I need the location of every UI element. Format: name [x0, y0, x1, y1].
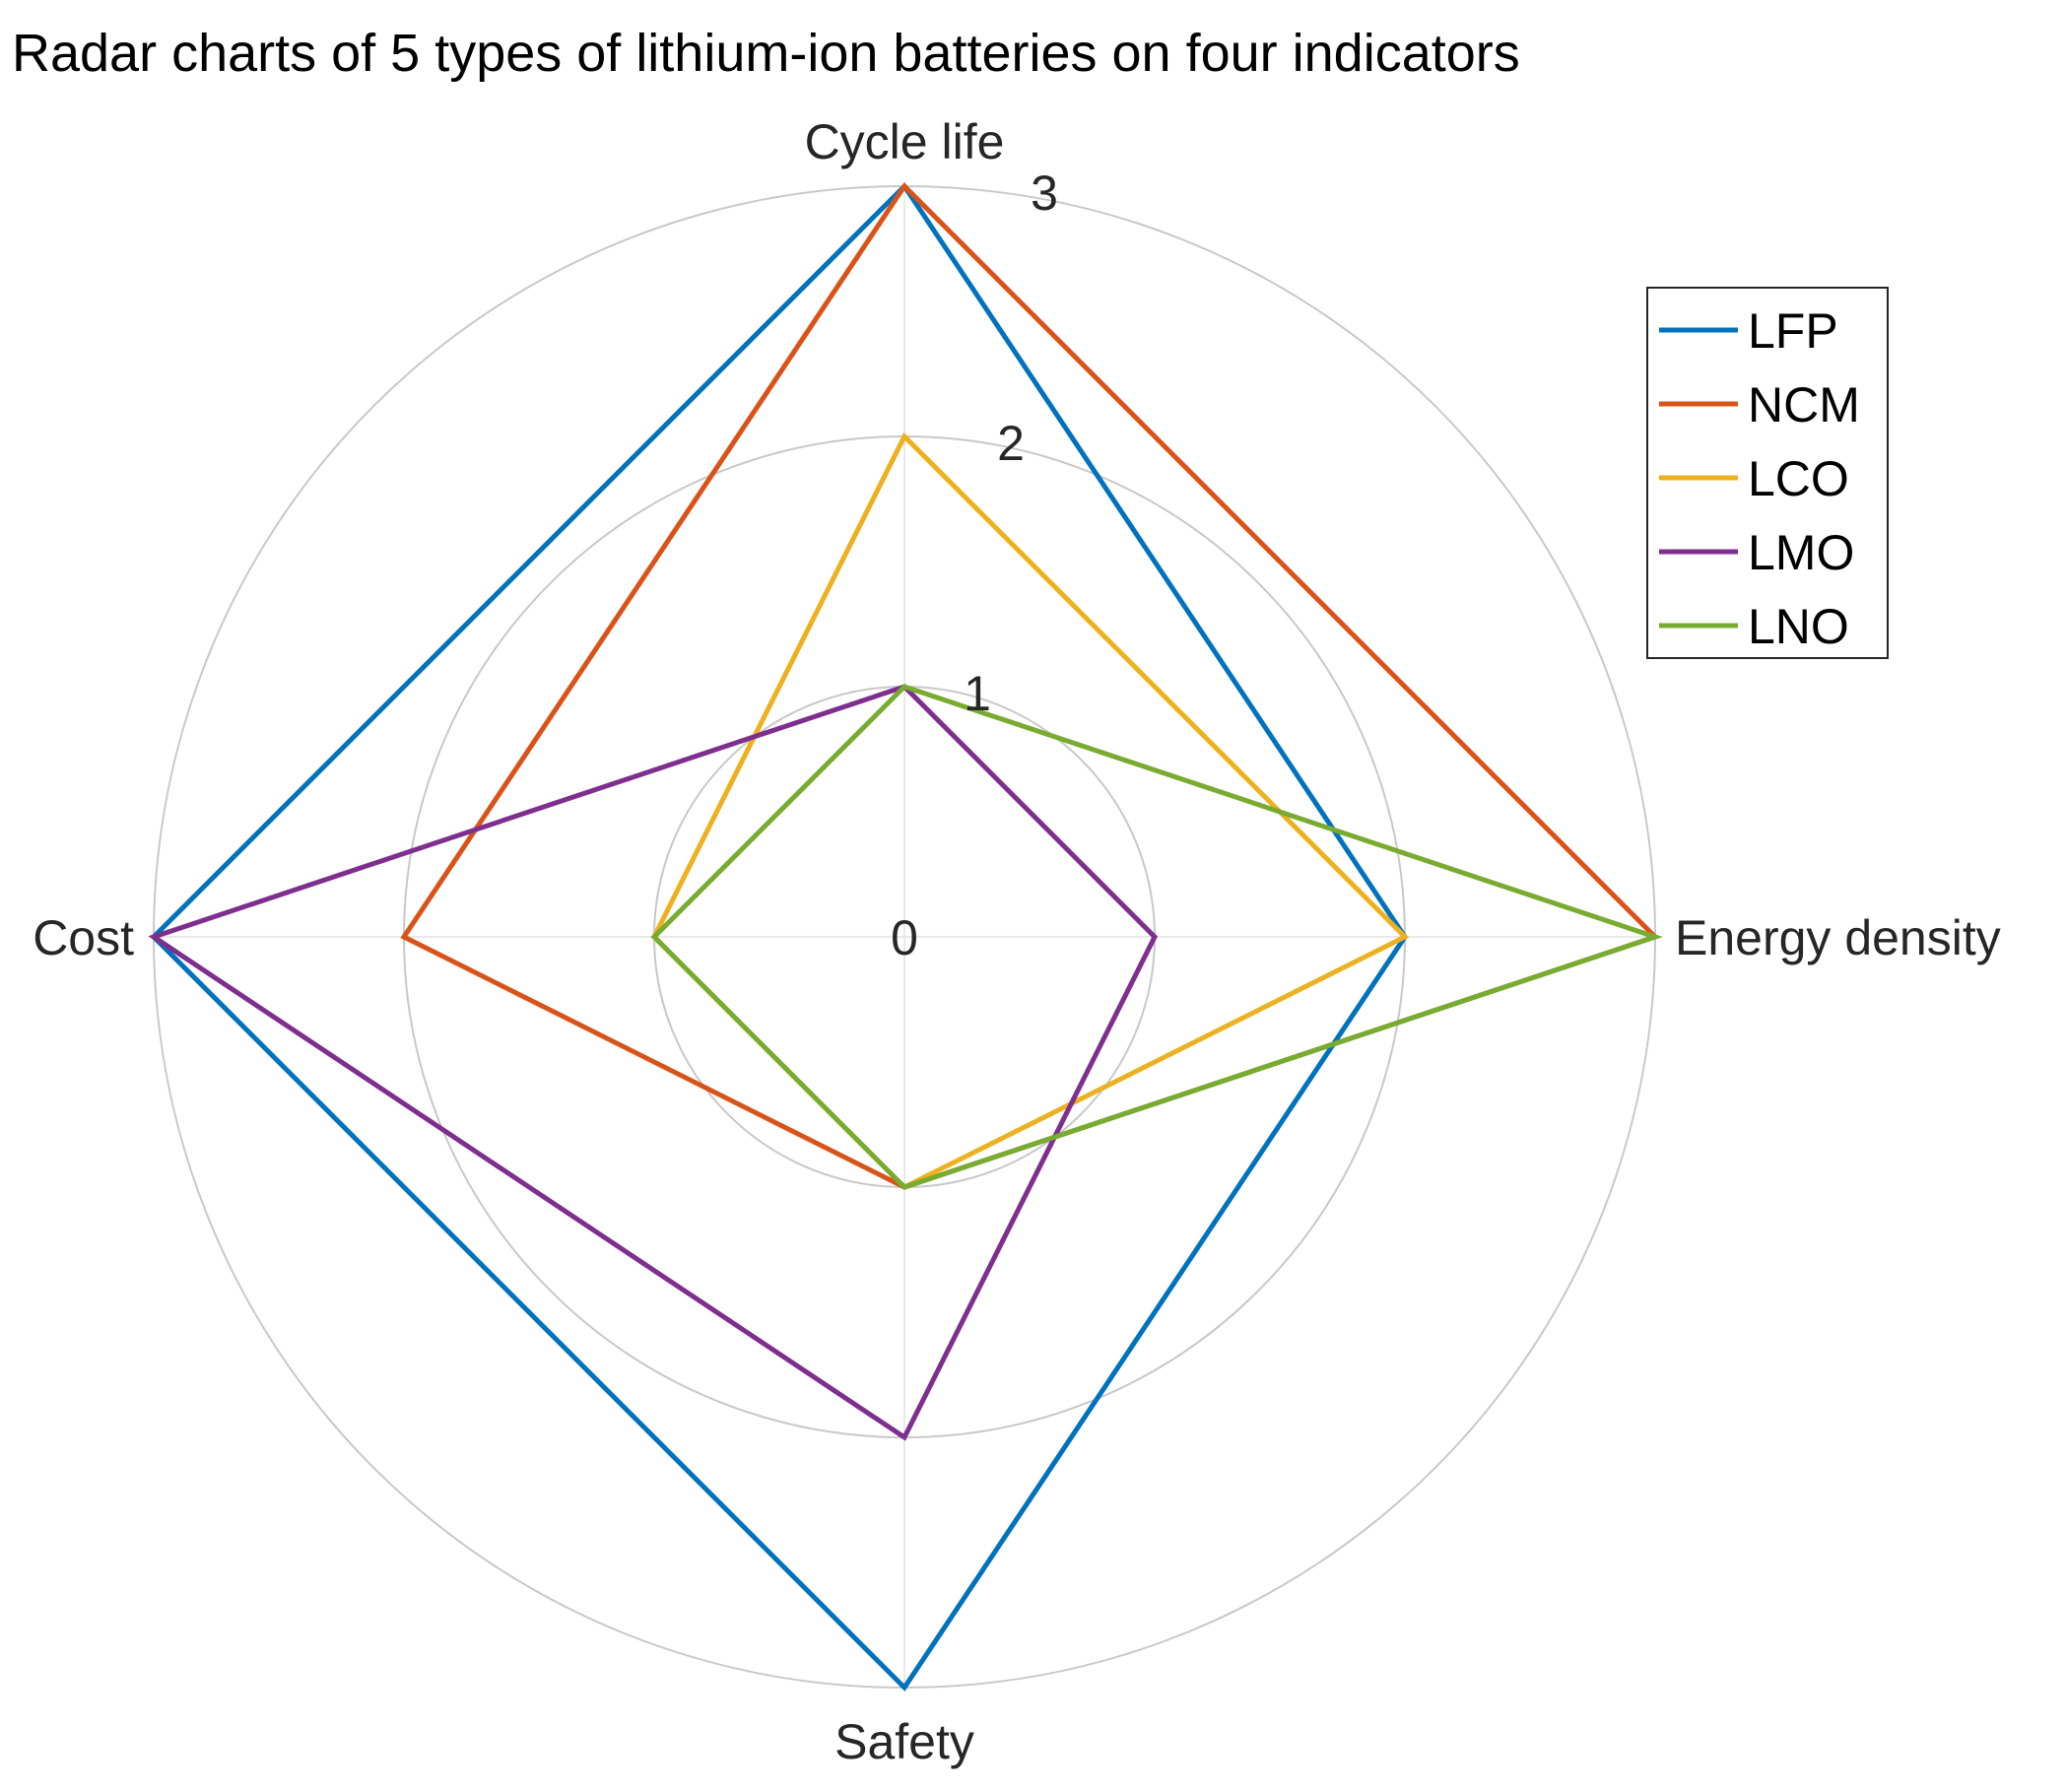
r-tick-label: 2	[997, 416, 1025, 471]
series-line-lfp	[150, 182, 1409, 1692]
axis-label: Cycle life	[805, 114, 1005, 169]
chart-title: Radar charts of 5 types of lithium-ion b…	[12, 24, 1520, 83]
legend-label: LNO	[1748, 599, 1849, 654]
legend: LFP NCM LCO LMO LNO	[1646, 287, 1889, 659]
series-line-ncm	[400, 182, 1660, 1190]
legend-box	[1646, 287, 1889, 659]
legend-label: LFP	[1748, 303, 1838, 359]
r-tick-label: 3	[1031, 166, 1058, 221]
axis-label: Safety	[834, 1714, 974, 1769]
legend-label: LCO	[1748, 451, 1849, 506]
series-line-lmo	[148, 684, 1159, 1441]
r-tick-label: 0	[891, 910, 918, 965]
axis-label: Energy density	[1675, 910, 2001, 965]
axis-label: Cost	[33, 910, 134, 965]
legend-label: NCM	[1748, 377, 1860, 432]
legend-label: LMO	[1748, 525, 1854, 580]
r-tick-label: 1	[964, 666, 991, 721]
radar-series-group	[148, 182, 1663, 1692]
radar-labels: 0 1 2 3 Cycle life Energy density Safety Cost	[33, 114, 2001, 1769]
series-line-lno	[650, 684, 1663, 1190]
